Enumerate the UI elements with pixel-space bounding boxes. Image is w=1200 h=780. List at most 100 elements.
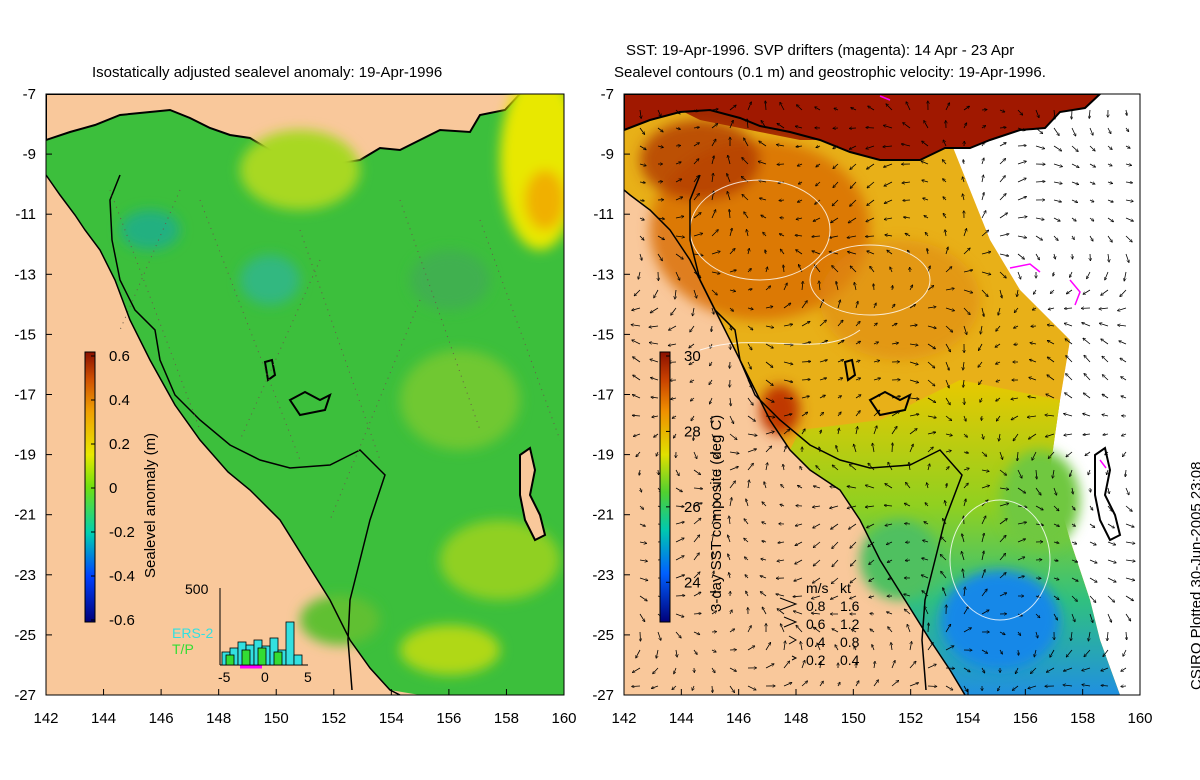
velocity-arrow [838,682,840,687]
velocity-arrow [962,194,964,201]
colorbar-tick-label: -0.2 [109,524,135,541]
velocity-arrow [1121,667,1127,671]
velocity-arrow [783,344,793,345]
velocity-arrow [1065,339,1073,345]
velocity-arrow [651,685,659,688]
velocity-arrow [711,611,717,615]
velocity-arrow [1017,109,1023,115]
velocity-arrow [795,541,803,545]
velocity-arrow [1053,613,1057,620]
velocity-arrow [675,575,684,579]
velocity-arrow [1083,393,1091,399]
velocity-arrow [815,107,821,111]
sla-anomaly-patches [120,94,564,675]
velocity-arrow [891,304,895,309]
velocity-arrow [813,627,821,633]
velocity-arrow [728,554,731,561]
velocity-arrow [981,485,989,489]
velocity-arrow [1125,613,1131,621]
velocity-arrow [873,342,878,344]
velocity-arrow [1071,181,1078,184]
velocity-arrow [747,434,757,436]
velocity-arrow [1125,542,1135,543]
velocity-arrow [1064,323,1073,327]
velocity-key-arrow-0.2 [791,655,798,661]
velocity-arrow [961,552,965,561]
velocity-arrow [855,395,861,399]
velocity-key-kt-1: 1.2 [840,616,860,632]
velocity-arrow [1011,415,1019,420]
velocity-arrow [927,415,936,418]
velocity-arrow [1048,451,1055,458]
velocity-arrow [779,234,785,236]
velocity-arrow [837,340,844,345]
velocity-arrow [963,685,967,691]
velocity-arrow [963,248,970,255]
velocity-arrow [760,592,767,597]
velocity-arrow [812,595,821,599]
velocity-arrow [1017,271,1021,279]
velocity-arrow [868,541,875,547]
velocity-arrow [795,126,803,128]
velocity-arrow [657,146,663,147]
velocity-arrow [815,265,821,273]
velocity-arrow [831,523,839,529]
velocity-arrow [1125,560,1135,561]
velocity-arrow [794,611,803,615]
velocity-arrow [1053,271,1054,276]
velocity-arrow [999,234,1009,237]
velocity-arrow [1084,374,1091,381]
colorbar-tick-label: 0.6 [109,348,130,365]
velocity-arrow [849,145,857,149]
velocity-arrow [1089,613,1093,622]
velocity-arrow [744,212,749,219]
velocity-arrow [711,272,720,274]
velocity-arrow [909,379,918,383]
geostrophic-velocity-arrows [631,101,1135,692]
velocity-arrow [763,232,767,237]
island-reef [1094,446,1122,542]
velocity-arrow [798,485,803,489]
velocity-arrow [1071,613,1075,622]
velocity-arrow [1107,164,1112,166]
velocity-arrow [675,236,684,237]
velocity-arrow [943,588,947,597]
velocity-arrow [819,360,827,363]
velocity-arrow [999,519,1007,525]
velocity-arrow [1107,577,1116,582]
velocity-arrow [1066,289,1073,294]
velocity-arrow [1084,649,1091,657]
sst-colorbar-ticks: 30 28 26 24 [666,348,701,591]
velocity-arrow [837,378,843,380]
velocity-arrow [945,103,950,111]
velocity-arrow [1071,577,1078,581]
velocity-arrow [945,434,952,436]
velocity-arrow [747,463,753,471]
velocity-arrow [1121,396,1127,398]
velocity-arrow [945,501,946,507]
velocity-arrow [909,398,919,399]
velocity-arrow [819,395,825,399]
velocity-arrow [945,624,951,633]
velocity-arrow [873,426,877,435]
velocity-arrow [693,433,694,440]
left-x-tick-label: 144 [91,710,116,727]
left-y-tick-label: -13 [14,266,36,283]
velocity-arrow [890,267,892,273]
velocity-arrow [945,415,952,421]
velocity-arrow [813,217,821,221]
right-y-tick-label: -17 [592,387,614,404]
altimeter-tracks [109,189,561,521]
velocity-arrow [783,414,792,417]
velocity-arrow [729,307,733,311]
velocity-arrow [711,516,715,525]
right-y-tick-label: -23 [592,567,614,584]
track-histogram: 500 -5 0 5 ERS-2 T/P [172,581,312,685]
colorbar-tick-label: -0.6 [109,612,135,629]
velocity-arrow [1064,667,1073,671]
velocity-arrow [1108,487,1109,494]
velocity-arrow [910,642,912,651]
velocity-arrow [883,146,893,147]
velocity-arrow [727,192,731,201]
velocity-arrow [1054,109,1055,119]
